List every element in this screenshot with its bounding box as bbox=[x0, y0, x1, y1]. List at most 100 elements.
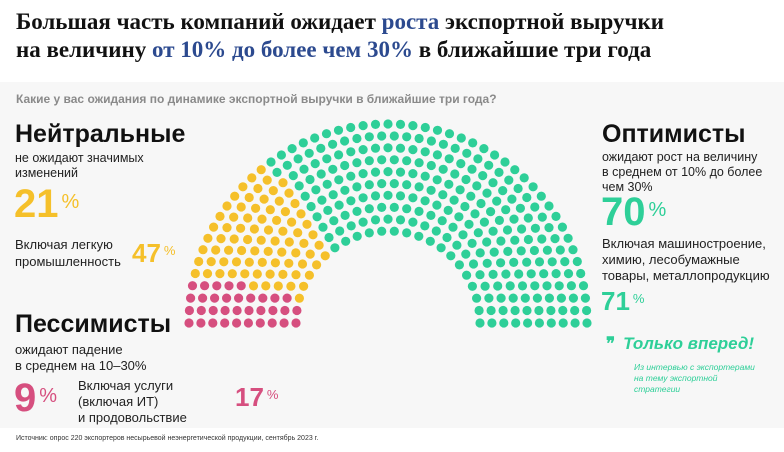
dot-optimists bbox=[493, 281, 503, 291]
dot-neutral bbox=[270, 236, 280, 246]
dot-optimists bbox=[377, 155, 387, 165]
dot-neutral bbox=[265, 269, 275, 279]
dot-optimists bbox=[299, 164, 309, 174]
dot-optimists bbox=[550, 234, 560, 244]
dot-neutral bbox=[273, 281, 283, 291]
dot-optimists bbox=[476, 198, 486, 209]
optimists-number: 70 bbox=[601, 190, 646, 234]
dot-optimists bbox=[444, 179, 454, 189]
dot-optimists bbox=[450, 143, 460, 153]
dot-optimists bbox=[523, 213, 533, 223]
dot-optimists bbox=[420, 171, 430, 181]
dot-optimists bbox=[443, 205, 453, 215]
dot-neutral bbox=[215, 269, 225, 279]
dot-optimists bbox=[444, 154, 454, 164]
dot-optimists bbox=[522, 305, 532, 316]
dot-optimists bbox=[464, 219, 474, 229]
dot-neutral bbox=[190, 268, 200, 279]
headline-highlight: роста bbox=[381, 9, 440, 34]
dot-optimists bbox=[364, 156, 374, 166]
dot-optimists bbox=[572, 256, 582, 267]
dot-neutral bbox=[274, 196, 284, 206]
dot-optimists bbox=[316, 143, 326, 153]
dot-optimists bbox=[420, 147, 430, 157]
optimists-subtitle: ожидают рост на величину в среднем от 10%… bbox=[602, 150, 762, 195]
headline-text: в ближайшие три года bbox=[412, 37, 652, 62]
dot-neutral bbox=[215, 211, 225, 221]
dot-optimists bbox=[460, 201, 470, 212]
dot-neutral bbox=[244, 192, 254, 203]
dot-pessimists bbox=[184, 305, 194, 316]
dot-neutral bbox=[286, 281, 296, 291]
quote-source: Из интервью с экспортерами на тему экспор… bbox=[634, 362, 774, 395]
dot-neutral bbox=[194, 256, 204, 267]
dot-neutral bbox=[304, 270, 314, 280]
dot-optimists bbox=[478, 171, 488, 181]
dot-optimists bbox=[444, 129, 455, 139]
dot-optimists bbox=[473, 228, 483, 238]
dot-pessimists bbox=[187, 281, 198, 291]
dot-optimists bbox=[501, 205, 511, 215]
dot-optimists bbox=[467, 164, 477, 174]
dot-optimists bbox=[316, 169, 326, 179]
dot-optimists bbox=[458, 230, 468, 240]
dot-optimists bbox=[568, 245, 578, 255]
dot-optimists bbox=[554, 281, 564, 291]
percent-sign: % bbox=[61, 191, 80, 213]
headline-text: Большая часть компаний ожидает bbox=[16, 9, 382, 34]
dot-optimists bbox=[456, 159, 466, 169]
dot-optimists bbox=[322, 154, 332, 164]
dot-optimists bbox=[370, 191, 381, 201]
dot-neutral bbox=[230, 191, 240, 201]
dot-neutral bbox=[236, 202, 246, 212]
dot-optimists bbox=[340, 210, 350, 220]
dot-optimists bbox=[539, 269, 549, 279]
dot-optimists bbox=[563, 233, 573, 243]
dot-optimists bbox=[475, 270, 485, 280]
dot-optimists bbox=[377, 131, 387, 141]
dot-pessimists bbox=[234, 293, 244, 303]
dot-optimists bbox=[578, 281, 589, 291]
dot-optimists bbox=[537, 212, 547, 222]
dot-optimists bbox=[466, 191, 476, 201]
dot-neutral bbox=[247, 173, 257, 183]
dot-neutral bbox=[272, 215, 282, 225]
optimists-note: Включая машиностроение, химию, лесобумажн… bbox=[602, 236, 770, 284]
percent-sign: % bbox=[632, 291, 645, 306]
dot-neutral bbox=[302, 219, 312, 229]
dot-optimists bbox=[522, 257, 532, 267]
dot-optimists bbox=[389, 155, 399, 165]
dot-optimists bbox=[558, 318, 568, 328]
dot-optimists bbox=[490, 150, 500, 160]
dot-optimists bbox=[402, 180, 412, 190]
dot-optimists bbox=[510, 305, 520, 316]
dot-optimists bbox=[408, 193, 418, 203]
dot-optimists bbox=[395, 215, 406, 225]
quote-text: Только вперед! bbox=[623, 334, 754, 353]
dot-optimists bbox=[537, 234, 547, 244]
dot-optimists bbox=[523, 318, 533, 328]
dot-optimists bbox=[484, 160, 494, 170]
optimists-value: 70% bbox=[601, 192, 666, 232]
dot-optimists bbox=[530, 281, 540, 291]
dot-optimists bbox=[528, 182, 538, 192]
dot-optimists bbox=[414, 158, 424, 168]
dot-optimists bbox=[489, 247, 499, 257]
dot-optimists bbox=[402, 156, 412, 166]
dot-optimists bbox=[414, 133, 424, 144]
dot-neutral bbox=[257, 257, 267, 267]
dot-optimists bbox=[510, 165, 520, 175]
dot-optimists bbox=[519, 173, 529, 183]
dot-optimists bbox=[505, 281, 515, 291]
dot-optimists bbox=[352, 133, 362, 144]
dot-optimists bbox=[414, 182, 424, 192]
dot-optimists bbox=[438, 139, 448, 149]
dot-optimists bbox=[389, 202, 399, 212]
dot-neutral bbox=[256, 235, 266, 245]
dot-optimists bbox=[346, 147, 356, 157]
pessimists-sub-line: ожидают падение bbox=[15, 342, 123, 357]
dot-neutral bbox=[219, 257, 229, 267]
dot-optimists bbox=[496, 258, 506, 268]
dot-optimists bbox=[555, 245, 565, 255]
